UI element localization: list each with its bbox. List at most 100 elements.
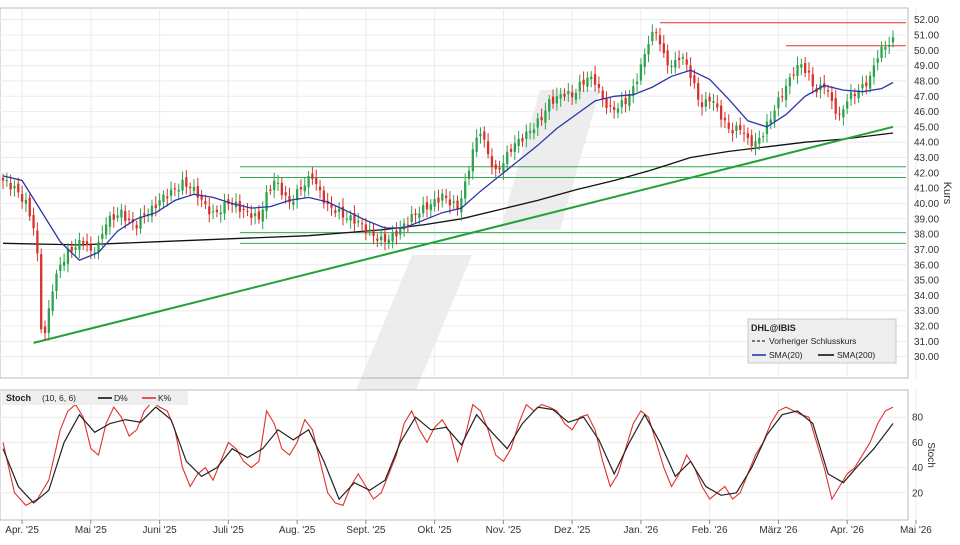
candle-body [888,45,891,47]
candle-body [66,248,70,264]
candle-body [441,193,444,201]
stoch-tick-label: 40 [912,463,924,474]
candle-body [681,57,685,59]
candle-body [62,261,66,266]
candle-body [276,182,280,184]
candle-body [513,143,516,152]
candle-body [74,247,77,250]
stoch-y-axis-label: Stoch [925,442,936,468]
candle-body [662,43,665,54]
candle-body [590,76,593,80]
candle-body [192,186,196,191]
candle-body [502,163,505,173]
candle-body [685,59,688,65]
candle-body [765,121,769,135]
candle-body [876,58,879,63]
candle-body [334,210,337,213]
candle-body [13,185,16,189]
candle-body [311,173,314,180]
candle-body [349,215,352,221]
price-tick-label: 51.00 [914,30,939,41]
candle-body [78,239,81,250]
candle-body [769,119,772,124]
candle-body [708,96,711,102]
candle-body [712,101,715,103]
price-tick-label: 42.00 [914,168,939,179]
candle-body [85,241,89,246]
candle-body [792,74,795,76]
price-tick-label: 44.00 [914,138,939,149]
candle-body [758,137,761,144]
candle-body [677,57,681,61]
candle-body [555,95,559,104]
candle-body [544,110,547,123]
stoch-panel-bg [0,389,909,521]
candle-body [540,116,543,121]
candle-body [280,182,283,196]
candle-body [89,244,92,251]
candle-body [135,224,138,229]
price-tick-label: 33.00 [914,306,939,317]
candle-body [150,205,154,217]
candle-body [452,201,455,203]
candle-body [5,180,8,182]
candle-body [387,239,390,244]
candle-body [846,101,849,109]
candle-body [200,195,203,200]
candle-body [842,109,845,118]
candle-body [93,252,96,254]
legend-prev-close-label: Vorheriger Schlusskurs [769,336,856,346]
candle-body [372,229,375,236]
x-tick-label: Mai '26 [900,525,932,536]
candle-body [437,197,440,203]
candle-body [700,102,704,108]
stoch-k-label: K% [158,393,172,403]
candle-body [586,77,589,87]
candle-body [609,105,612,107]
price-y-axis-label: Kurs [941,182,953,205]
candle-body [605,98,608,108]
price-tick-label: 32.00 [914,322,939,333]
candle-body [120,209,123,218]
candle-body [59,264,62,271]
candle-body [456,200,459,210]
sma20-line [2,69,894,261]
candle-body [28,197,31,217]
candle-body [116,215,119,218]
stoch-title: Stoch [6,393,31,403]
trendline [33,125,894,344]
candle-body [559,94,562,99]
candle-body [433,199,436,207]
sma200-line [2,132,894,246]
candle-body [162,194,165,203]
candle-body [532,129,536,134]
candle-body [571,92,574,98]
candle-body [597,84,601,88]
candle-body [154,204,157,209]
candle-body [826,90,830,92]
candle-body [601,90,604,99]
candle-body [521,137,524,142]
price-tick-label: 39.00 [914,214,939,225]
candle-body [891,37,895,43]
candle-body [563,93,566,97]
candle-body [880,46,883,58]
candle-body [834,98,837,114]
candle-body [719,105,723,120]
candle-body [204,201,207,205]
candle-body [242,209,245,211]
candle-body [55,273,58,291]
candle-body [1,177,5,181]
candle-body [196,186,199,198]
candle-body [425,202,429,210]
price-tick-label: 43.00 [914,153,939,164]
candle-body [593,74,597,85]
sma20-layer [2,69,894,261]
price-tick-label: 36.00 [914,260,939,271]
candle-body [380,236,383,241]
candle-body [483,131,486,140]
candle-body [303,185,306,192]
candle-body [628,93,631,107]
price-tick-label: 52.00 [914,15,939,26]
